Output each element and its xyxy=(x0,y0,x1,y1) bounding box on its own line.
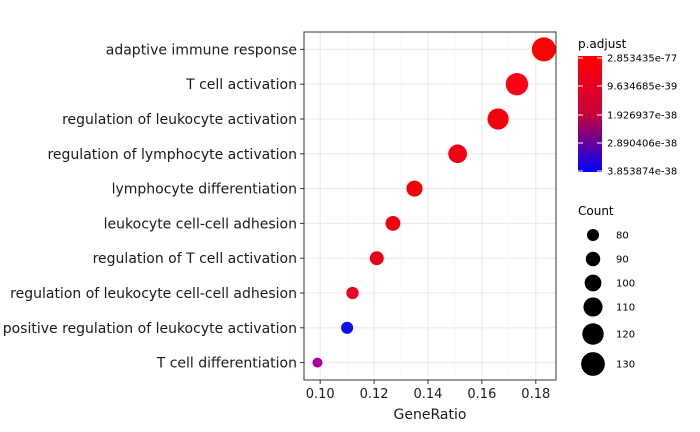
y-tick-label: leukocyte cell-cell adhesion xyxy=(104,216,297,232)
x-tick-label: 0.10 xyxy=(306,387,335,402)
x-tick-label: 0.14 xyxy=(414,387,443,402)
data-point xyxy=(531,37,556,62)
data-point xyxy=(385,215,401,231)
data-point xyxy=(312,357,323,368)
grid-layer xyxy=(292,32,556,380)
data-point xyxy=(505,73,529,96)
data-points xyxy=(312,37,556,368)
size-legend-key xyxy=(586,228,600,242)
color-legend-label: 2.853435e-77 xyxy=(607,54,677,65)
data-point xyxy=(346,286,359,300)
y-tick-label: T cell activation xyxy=(185,77,297,93)
color-legend-labels: 2.853435e-77 9.634685e-39 1.926937e-38 2.89… xyxy=(607,54,677,178)
y-tick-label: regulation of T cell activation xyxy=(93,251,297,267)
data-point xyxy=(487,108,509,130)
size-legend-items: 80 90 100 110 120 130 xyxy=(581,228,635,376)
color-legend-label: 1.926937e-38 xyxy=(607,111,677,122)
y-tick-label: regulation of leukocyte activation xyxy=(62,112,297,128)
color-legend-title: p.adjust xyxy=(578,37,627,51)
y-tick-label: adaptive immune response xyxy=(106,42,297,58)
x-axis-title: GeneRatio xyxy=(394,407,467,423)
x-axis-tick-labels: 0.10 0.12 0.14 0.16 0.18 xyxy=(306,387,551,402)
data-point xyxy=(341,321,354,334)
data-point xyxy=(369,251,384,266)
y-tick-label: positive regulation of leukocyte activat… xyxy=(3,321,297,337)
size-legend-key xyxy=(582,323,604,345)
x-axis-ticks xyxy=(319,380,537,384)
color-legend: p.adjust 2.853435e-77 9.634685e-39 1.92693… xyxy=(578,37,677,178)
size-legend: Count 80 90 100 110 120 130 xyxy=(578,204,635,376)
size-legend-label: 120 xyxy=(616,330,635,341)
x-tick-label: 0.16 xyxy=(467,387,496,402)
panel-border xyxy=(303,31,557,381)
y-tick-label: regulation of leukocyte cell-cell adhesi… xyxy=(10,286,297,302)
x-tick-label: 0.12 xyxy=(360,387,389,402)
data-point xyxy=(448,144,467,164)
y-tick-label: regulation of lymphocyte activation xyxy=(47,147,297,163)
y-tick-label: T cell differentiation xyxy=(156,356,297,372)
size-legend-label: 90 xyxy=(616,255,629,266)
y-axis-ticks xyxy=(300,48,304,364)
x-tick-label: 0.18 xyxy=(521,387,550,402)
size-legend-key xyxy=(583,297,603,317)
size-legend-label: 130 xyxy=(616,360,635,371)
y-axis-labels: adaptive immune response T cell activatio… xyxy=(3,42,297,371)
size-legend-label: 80 xyxy=(616,231,629,242)
color-legend-ticks xyxy=(578,57,602,172)
size-legend-label: 100 xyxy=(616,279,635,290)
y-tick-label: lymphocyte differentiation xyxy=(112,182,297,198)
color-legend-label: 2.890406e-38 xyxy=(607,139,677,150)
color-legend-label: 9.634685e-39 xyxy=(607,82,677,93)
size-legend-key xyxy=(581,352,605,376)
color-legend-label: 3.853874e-38 xyxy=(607,167,677,178)
size-legend-title: Count xyxy=(578,204,614,218)
size-legend-label: 110 xyxy=(616,303,635,314)
size-legend-key xyxy=(584,274,602,292)
color-legend-bar xyxy=(578,56,602,172)
size-legend-key xyxy=(585,251,601,267)
data-point xyxy=(406,180,423,197)
